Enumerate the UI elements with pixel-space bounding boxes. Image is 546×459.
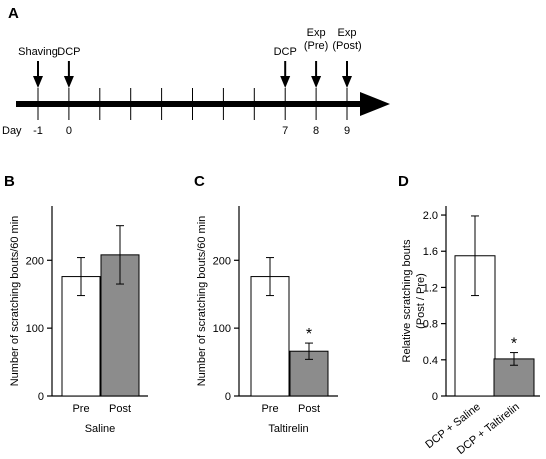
- timeline-day-tick-label: 0: [66, 125, 72, 137]
- bar: [289, 350, 329, 397]
- panel-c-chart: C 0 100 200 Number of scratching bouts/60 mi…: [194, 173, 338, 435]
- y-tick-label: 0: [432, 391, 438, 403]
- y-tick-label: 2.0: [423, 210, 438, 222]
- bar: [61, 276, 101, 397]
- panel-b-chart: B 0 100 200 Number of scratching bouts/60 mi…: [4, 173, 148, 435]
- timeline-event-label: Shaving: [18, 46, 58, 58]
- bar: [250, 276, 290, 397]
- x-axis-label: Saline: [85, 423, 116, 435]
- timeline-day-label: Day: [2, 125, 22, 137]
- panel-b-letter: B: [4, 173, 15, 190]
- x-category-label: Post: [298, 403, 320, 415]
- timeline-event-arrow-head: [311, 76, 322, 88]
- y-tick-label: 0: [38, 391, 44, 403]
- x-axis-label: Taltirelin: [268, 423, 308, 435]
- timeline-event-label: Exp (Pre): [304, 27, 328, 52]
- y-tick-label: 200: [26, 255, 44, 267]
- y-tick-label: 1.2: [423, 282, 438, 294]
- timeline-event-arrow-head: [63, 76, 74, 88]
- y-tick-label: 100: [26, 323, 44, 335]
- significance-marker: *: [511, 336, 517, 353]
- y-tick-label: 100: [213, 323, 231, 335]
- timeline-day-tick-label: 7: [282, 125, 288, 137]
- timeline-event-label: DCP: [274, 46, 297, 58]
- y-tick-label: 1.6: [423, 246, 438, 258]
- timeline-event-label: Exp (Post): [332, 27, 361, 52]
- y-tick-label: 0: [225, 391, 231, 403]
- x-category-label: Pre: [72, 403, 89, 415]
- y-tick-label: 200: [213, 255, 231, 267]
- significance-marker: *: [306, 326, 312, 343]
- y-axis-label: Number of scratching bouts/60 min: [9, 216, 21, 387]
- x-category-label: Post: [109, 403, 131, 415]
- timeline-event-label: DCP: [57, 46, 80, 58]
- timeline-arrowhead: [360, 92, 390, 116]
- y-tick-label: 0.8: [423, 319, 438, 331]
- timeline-event-arrow-head: [342, 76, 352, 88]
- timeline-event-arrow-head: [33, 76, 43, 88]
- y-axis-label: Relative scratching bouts (Post / Pre): [401, 239, 427, 362]
- timeline-day-tick-label: 8: [313, 125, 319, 137]
- y-tick-label: 0.4: [423, 355, 438, 367]
- x-category-label: Pre: [261, 403, 278, 415]
- panel-d-letter: D: [398, 173, 409, 190]
- panel-d-chart: D 0 0.4 0.8 1.2 1.6 2.0 Relative scratching bou…: [398, 173, 540, 457]
- timeline-event-arrow-head: [280, 76, 291, 88]
- timeline-day-tick-label: 9: [344, 125, 350, 137]
- y-axis-label: Number of scratching bouts/60 min: [196, 216, 208, 387]
- panel-c-letter: C: [194, 173, 205, 190]
- timeline-day-tick-label: -1: [33, 125, 43, 137]
- panel-a-letter: A: [8, 5, 19, 22]
